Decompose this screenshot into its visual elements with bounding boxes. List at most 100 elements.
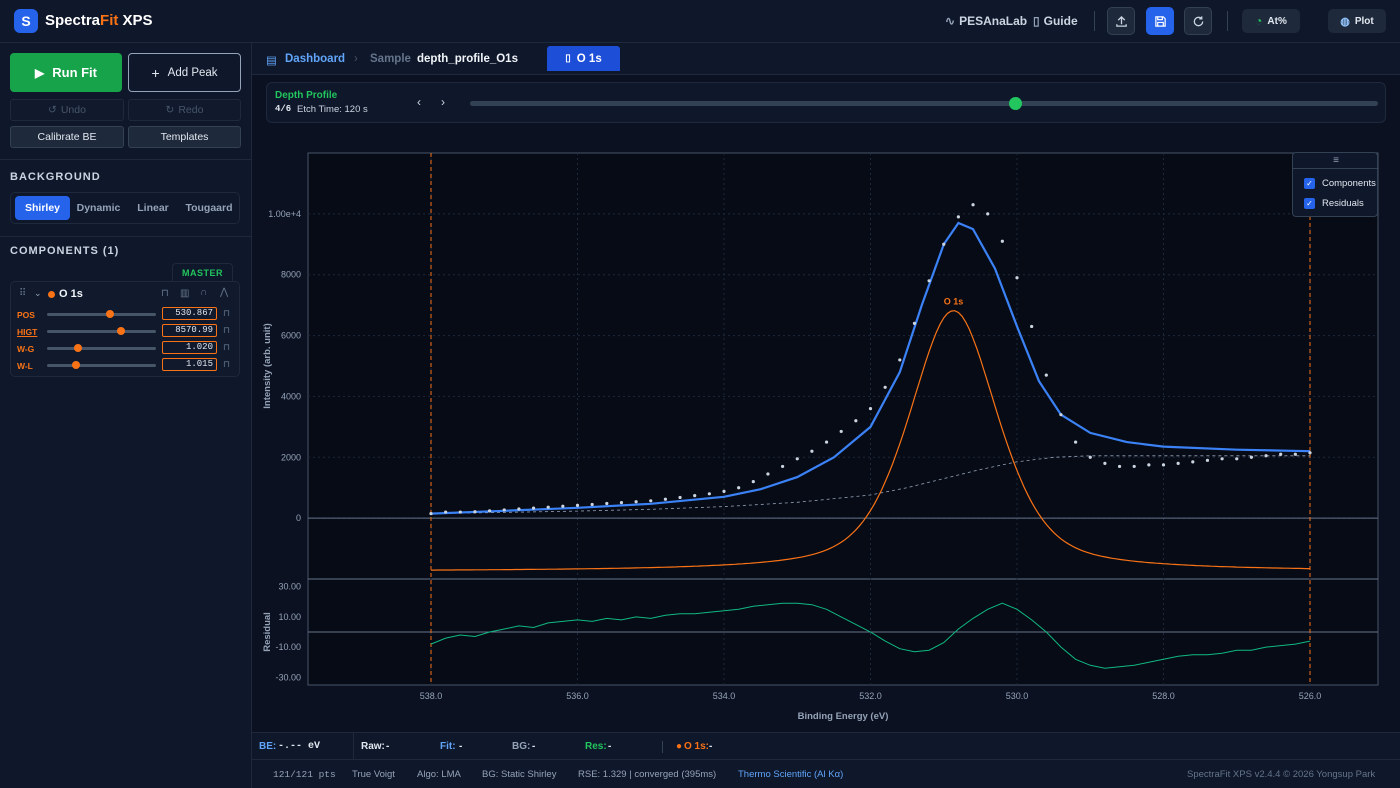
param-label-height: HIGT (17, 327, 38, 337)
peak-shape-icon[interactable]: ∩ (200, 287, 208, 298)
raw-data-point (795, 457, 799, 461)
multi-peak-icon[interactable]: ⋀ (220, 287, 229, 298)
app-name: SpectraFit XPS (45, 12, 153, 29)
chevron-right-icon[interactable]: › (441, 95, 445, 109)
divider (0, 236, 251, 237)
raw-data-point (649, 499, 653, 503)
lock-icon[interactable]: ⊓ (223, 308, 231, 318)
guide-link[interactable]: ▯ Guide (1033, 14, 1078, 28)
bg-option-dynamic[interactable]: Dynamic (76, 202, 121, 214)
legend-toggle-components[interactable]: ✓ Components (1304, 178, 1376, 189)
lock-icon[interactable]: ⊓ (223, 325, 231, 335)
app-name-part1: Spectra (45, 12, 101, 29)
legend-toggle-residuals[interactable]: ✓ Residuals (1304, 198, 1364, 209)
redo-button[interactable]: ↻ Redo (128, 99, 241, 121)
divider (0, 159, 251, 160)
calibrate-be-button[interactable]: Calibrate BE (10, 126, 124, 148)
pesanalab-link[interactable]: ∿ PESAnaLab (945, 14, 1027, 28)
redo-icon: ↻ (165, 104, 175, 116)
instrument-link[interactable]: Thermo Scientific (Al Kα) (738, 769, 844, 780)
lock-icon[interactable]: ⊓ (223, 342, 231, 352)
slider-wl[interactable] (47, 361, 156, 369)
param-input-pos[interactable]: 530.867 (162, 307, 217, 320)
raw-data-point (1059, 413, 1063, 417)
divider (662, 741, 663, 753)
raw-data-point (1030, 324, 1034, 329)
residual-tick-label: 10.00 (278, 612, 301, 622)
run-fit-button[interactable]: ▶ Run Fit (10, 53, 122, 92)
bg-option-shirley[interactable]: Shirley (15, 196, 70, 220)
chevron-right-icon: › (354, 53, 358, 65)
raw-data-point (1044, 373, 1048, 377)
version-footer: SpectraFit XPS v2.4.4 © 2026 Yongsup Par… (1187, 769, 1376, 780)
param-input-wl[interactable]: 1.015 (162, 358, 217, 371)
raw-data-point (1015, 276, 1019, 280)
raw-data-point (1161, 463, 1166, 467)
lock-icon[interactable]: ⊓ (223, 359, 231, 369)
drag-handle-icon[interactable]: ⠿ (19, 288, 27, 299)
y-axis-label: Intensity (arb. unit) (262, 323, 273, 409)
depth-slider-knob[interactable] (1008, 97, 1022, 110)
slider-knob[interactable] (117, 327, 126, 335)
save-button[interactable] (1146, 7, 1174, 35)
slider-knob[interactable] (106, 310, 115, 318)
slider-height[interactable] (47, 327, 156, 335)
be-value: -.-- eV (278, 741, 321, 752)
depth-slider[interactable] (470, 97, 1378, 110)
slider-wg[interactable] (47, 344, 156, 352)
raw-data-point (1117, 464, 1122, 469)
raw-data-point (1249, 455, 1253, 459)
legend-menu-icon[interactable]: ≡ (1293, 153, 1379, 169)
breadcrumb-dashboard[interactable]: Dashboard (285, 53, 346, 65)
at-percent-button[interactable]: ◔ At% (1242, 9, 1300, 33)
add-peak-button[interactable]: + Add Peak (128, 53, 241, 92)
legend-panel: ≡ ✓ Components ✓ Residuals (1292, 152, 1379, 217)
undo-button[interactable]: ↺ Undo (10, 99, 124, 121)
plot-frame (307, 152, 1379, 686)
export-button[interactable] (1107, 7, 1135, 35)
master-tab[interactable]: MASTER (172, 263, 233, 281)
raw-data-point (429, 511, 433, 516)
slider-knob[interactable] (72, 361, 81, 369)
save-icon (1154, 15, 1166, 27)
raw-data-point (1279, 452, 1283, 456)
raw-label: Raw: (361, 741, 385, 752)
checkbox-checked-icon[interactable]: ✓ (1304, 198, 1315, 209)
unlock-icon[interactable]: ⊓ (161, 288, 169, 299)
raw-data-point (517, 507, 521, 511)
raw-data-point (590, 502, 594, 507)
book-icon: ▯ (1033, 14, 1040, 28)
y-tick-label: 0 (296, 513, 301, 523)
raw-data-point (956, 215, 961, 219)
slider-pos[interactable] (47, 310, 156, 318)
spectrum-chart[interactable]: 538.0 536.0 534.0 532.0 530.0 528.0 526.0 0 2000… (252, 131, 1400, 732)
y-tick-label: 1.00e+4 (268, 209, 301, 219)
tab-o1s-label: O 1s (576, 52, 602, 65)
app-logo: S (14, 9, 38, 33)
slider-knob[interactable] (73, 344, 82, 352)
bg-option-tougaard[interactable]: Tougaard (185, 202, 233, 214)
raw-data-point (1074, 440, 1078, 444)
tab-o1s[interactable]: ▯ O 1s (547, 46, 620, 71)
raw-data-point (634, 500, 638, 504)
param-input-height[interactable]: 8570.99 (162, 324, 217, 337)
raw-data-point (942, 242, 946, 246)
checkbox-checked-icon[interactable]: ✓ (1304, 178, 1315, 189)
plot-button[interactable]: ◍ Plot (1328, 9, 1386, 33)
bg-option-linear[interactable]: Linear (137, 202, 169, 214)
y-tick-label: 4000 (281, 391, 301, 401)
templates-button[interactable]: Templates (128, 126, 241, 148)
raw-data-point (839, 429, 843, 434)
reset-button[interactable] (1184, 7, 1212, 35)
raw-data-point (707, 492, 711, 496)
trash-icon[interactable]: ▥ (180, 288, 190, 299)
chevron-down-icon[interactable]: ⌄ (34, 288, 42, 298)
param-input-wg[interactable]: 1.020 (162, 341, 217, 354)
background-title: BACKGROUND (10, 171, 101, 183)
depth-slider-fill (470, 101, 1015, 106)
raw-data-point (502, 508, 506, 512)
app-name-part3: XPS (118, 12, 153, 29)
raw-data-point (444, 510, 448, 514)
y-tick-label: 6000 (281, 331, 301, 341)
chevron-left-icon[interactable]: ‹ (417, 95, 421, 109)
